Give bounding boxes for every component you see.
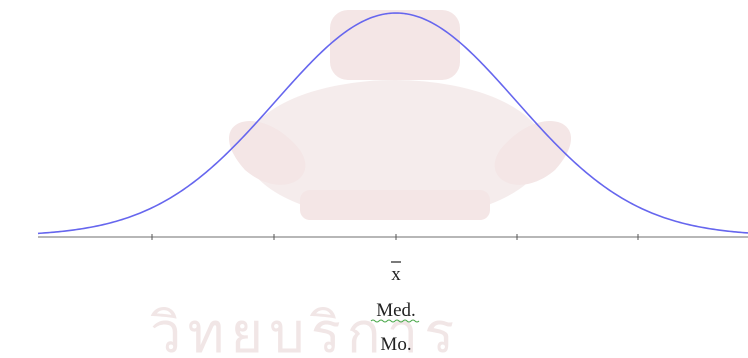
- center-labels: x Med. Mo.: [370, 261, 420, 355]
- axis-ticks: [151, 234, 639, 240]
- mode-label: Mo.: [380, 334, 411, 355]
- mean-label: x: [391, 264, 401, 285]
- median-label: Med.: [376, 300, 416, 321]
- watermark-seal: [228, 10, 572, 220]
- bell-curve: [37, 12, 748, 235]
- spellcheck-squiggle: [370, 319, 420, 323]
- watermark-text: วิทยบริการ: [150, 301, 460, 358]
